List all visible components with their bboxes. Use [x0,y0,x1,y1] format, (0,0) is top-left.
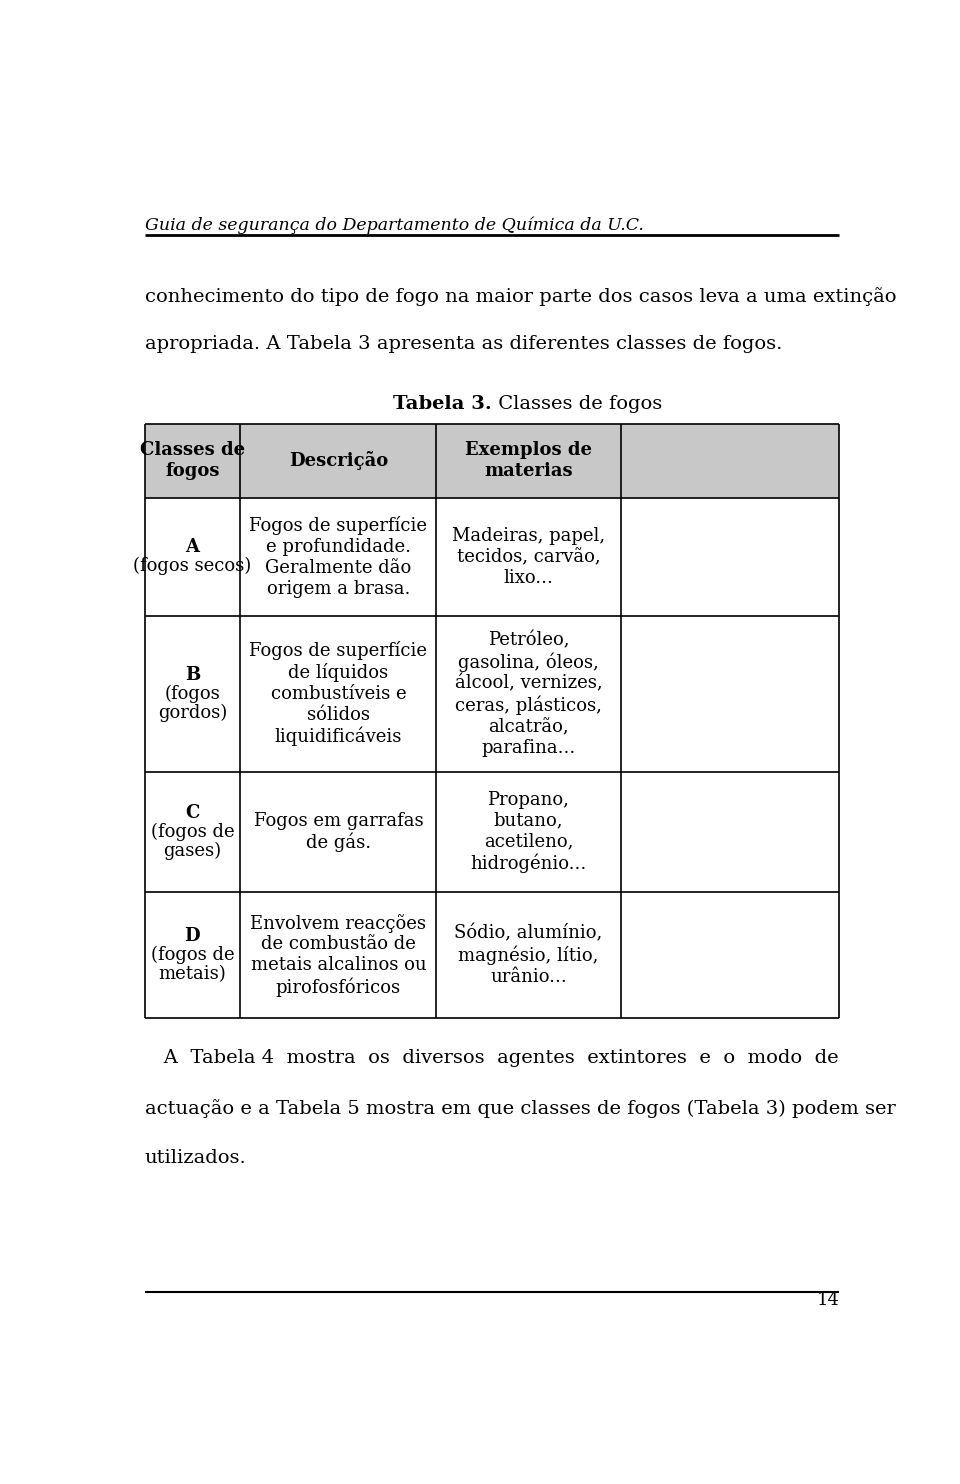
Text: B: B [185,666,200,684]
Text: (fogos de: (fogos de [151,945,234,965]
Text: (fogos: (fogos [164,684,221,703]
Text: Propano,
butano,
acetileno,
hidrogénio...: Propano, butano, acetileno, hidrogénio..… [470,791,587,873]
Text: A  Tabela 4  mostra  os  diversos  agentes  extintores  e  o  modo  de: A Tabela 4 mostra os diversos agentes ex… [145,1049,838,1067]
Text: gases): gases) [163,841,222,861]
Text: conhecimento do tipo de fogo na maior parte dos casos leva a uma extinção: conhecimento do tipo de fogo na maior pa… [145,286,896,306]
Text: Classes de
fogos: Classes de fogos [140,441,245,481]
Text: metais): metais) [158,965,227,982]
Text: Descrição: Descrição [289,451,388,470]
Text: Fogos em garrafas
de gás.: Fogos em garrafas de gás. [253,812,423,852]
Text: Envolvem reacções
de combustão de
metais alcalinos ou
pirofosfóricos: Envolvem reacções de combustão de metais… [251,914,426,997]
Text: Tabela 3.: Tabela 3. [394,395,492,413]
Text: (fogos de: (fogos de [151,824,234,841]
Text: Classes de fogos: Classes de fogos [492,395,662,413]
Text: Guia de segurança do Departamento de Química da U.C.: Guia de segurança do Departamento de Quí… [145,217,643,234]
Text: Exemplos de
materias: Exemplos de materias [465,441,592,481]
Text: Sódio, alumínio,
magnésio, lítio,
urânio...: Sódio, alumínio, magnésio, lítio, urânio… [454,925,603,985]
Bar [145,424,839,497]
Text: actuação e a Tabela 5 mostra em que classes de fogos (Tabela 3) podem ser: actuação e a Tabela 5 mostra em que clas… [145,1100,896,1117]
Text: (fogos secos): (fogos secos) [133,556,252,576]
Text: 14: 14 [817,1291,839,1309]
Text: Fogos de superfície
e profundidade.
Geralmente dão
origem a brasa.: Fogos de superfície e profundidade. Gera… [250,516,427,598]
Text: Fogos de superfície
de líquidos
combustíveis e
sólidos
liquidificáveis: Fogos de superfície de líquidos combustí… [250,641,427,746]
Text: Petróleo,
gasolina, óleos,
álcool, vernizes,
ceras, plásticos,
alcatrão,
parafin: Petróleo, gasolina, óleos, álcool, verni… [455,631,602,757]
Bar [145,616,839,772]
Text: C: C [185,804,200,822]
Text: Madeiras, papel,
tecidos, carvão,
lixo...: Madeiras, papel, tecidos, carvão, lixo..… [452,527,605,586]
Bar [145,892,839,1018]
Bar [145,772,839,892]
Text: apropriada. A Tabela 3 apresenta as diferentes classes de fogos.: apropriada. A Tabela 3 apresenta as dife… [145,334,782,353]
Text: utilizados.: utilizados. [145,1149,247,1168]
Bar [145,497,839,616]
Text: gordos): gordos) [157,703,228,721]
Text: D: D [184,928,201,945]
Text: A: A [185,539,200,556]
